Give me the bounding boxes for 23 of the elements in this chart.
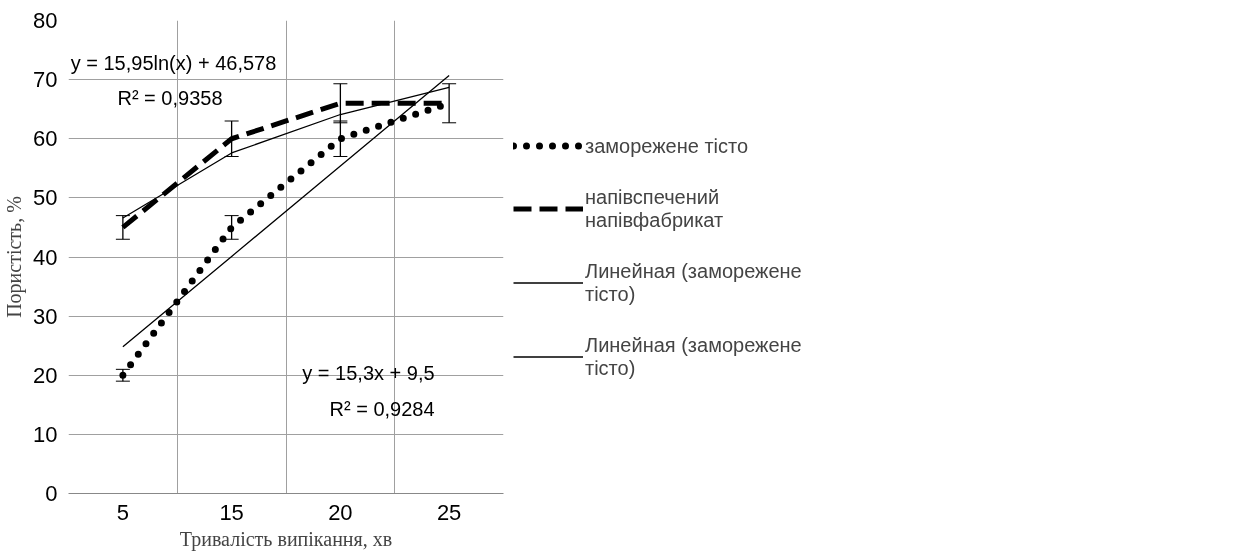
legend-label: напівспечений напівфабрикат (585, 185, 724, 231)
x-tick-label: 15 (219, 499, 244, 525)
y-tick-label: 60 (33, 126, 58, 152)
y-tick-label: 40 (33, 244, 58, 270)
annotation: R² = 0,9284 (329, 397, 435, 420)
y-tick-label: 20 (33, 362, 58, 388)
y-tick-label: 0 (45, 481, 58, 506)
y-tick-label: 50 (33, 185, 58, 211)
annotation: y = 15,95ln(x) + 46,578 (70, 51, 277, 74)
annotation: y = 15,3x + 9,5 (302, 362, 435, 385)
legend-label: заморежене тісто (585, 134, 749, 157)
x-tick-label: 5 (116, 499, 130, 525)
x-axis-title: Тривалість випікання, хв (179, 527, 393, 551)
legend-label: Линейная (заморежене тісто) (585, 333, 802, 379)
x-tick-label: 20 (328, 499, 353, 525)
y-tick-label: 70 (33, 67, 58, 93)
legend-label: Линейная (заморежене тісто) (585, 259, 802, 305)
y-tick-label: 80 (33, 8, 58, 33)
y-tick-label: 30 (33, 303, 58, 329)
y-tick-label: 10 (33, 421, 58, 447)
x-tick-label: 25 (436, 499, 462, 525)
annotation: R² = 0,9358 (117, 87, 223, 110)
y-axis-title: Пористість, % (3, 196, 27, 318)
